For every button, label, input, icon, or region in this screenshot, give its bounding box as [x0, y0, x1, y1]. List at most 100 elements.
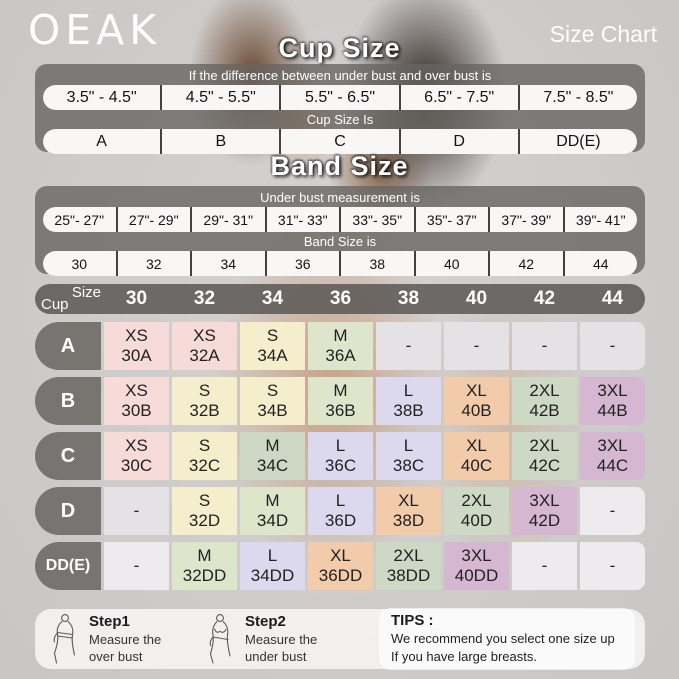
size-cell: -	[104, 542, 169, 590]
band-number: 38	[341, 251, 414, 276]
size-cell: XS 30A	[104, 322, 169, 370]
cup-letter-row: A B C D DD(E)	[43, 129, 637, 154]
size-cell: M 36B	[308, 377, 373, 425]
corner-cup-label: Cup	[41, 296, 69, 313]
code-label: 34DD	[250, 566, 295, 585]
size-cell: -	[376, 322, 441, 370]
step2-line2: under bust	[245, 648, 307, 664]
tips-block: TIPS : We recommend you select one size …	[379, 607, 635, 671]
size-cell: XS 32A	[172, 322, 237, 370]
size-cell: L 36D	[308, 487, 373, 535]
size-label: S	[198, 490, 211, 510]
size-label: -	[133, 555, 140, 575]
size-label: XS	[125, 325, 148, 345]
tips-line2: If you have large breasts.	[391, 648, 537, 664]
size-cell: L 34DD	[240, 542, 305, 590]
band-number: 34	[192, 251, 265, 276]
matrix-row-c: C XS 30C S 32C M 34C L 36C L 38C XL 40C 2XL 42C…	[35, 432, 645, 480]
step1-title: Step1	[89, 613, 130, 631]
size-label: S	[266, 380, 279, 400]
size-label: -	[609, 555, 616, 575]
size-cell: 3XL 42D	[512, 487, 577, 535]
matrix-column-header: 42	[533, 288, 556, 309]
band-number: 42	[490, 251, 563, 276]
code-label: 30C	[120, 456, 153, 475]
size-cell: S 32B	[172, 377, 237, 425]
measure-under-bust-icon	[201, 613, 237, 665]
code-label: 36D	[324, 511, 357, 530]
matrix-row-b: B XS 30B S 32B S 34B M 36B L 38B XL 40B 2XL 42B…	[35, 377, 645, 425]
size-cell: XL 40C	[444, 432, 509, 480]
cup-range: 7.5" - 8.5"	[519, 85, 637, 110]
size-label: XL	[466, 435, 487, 455]
band-range: 35"- 37"	[415, 207, 488, 232]
code-label: 44B	[597, 401, 628, 420]
size-cell: -	[580, 542, 645, 590]
step1-line2: over bust	[89, 648, 143, 664]
matrix-column-header: 40	[465, 288, 488, 309]
size-label: L	[403, 380, 414, 400]
size-cell: L 38C	[376, 432, 441, 480]
row-label: D	[35, 487, 101, 535]
cup-range: 6.5" - 7.5"	[400, 85, 518, 110]
band-range: 39"- 41"	[564, 207, 637, 232]
code-label: 38C	[392, 456, 425, 475]
matrix-column-header: 34	[261, 288, 284, 309]
matrix-column-header: 38	[397, 288, 420, 309]
size-cell: 2XL 42C	[512, 432, 577, 480]
size-cell: S 32D	[172, 487, 237, 535]
size-cell: M 32DD	[172, 542, 237, 590]
cup-size-title: Cup Size	[278, 33, 401, 63]
tips-line1: We recommend you select one size up	[391, 630, 615, 646]
size-cell: XL 38D	[376, 487, 441, 535]
code-label: 38DD	[386, 566, 431, 585]
code-label: 34C	[256, 456, 289, 475]
size-cell: L 38B	[376, 377, 441, 425]
size-cell: S 34B	[240, 377, 305, 425]
cup-letter: B	[162, 129, 280, 154]
size-label: XS	[193, 325, 216, 345]
code-label: 40C	[460, 456, 493, 475]
size-cell: M 34D	[240, 487, 305, 535]
cup-instruction: If the difference between under bust and…	[188, 68, 492, 83]
size-label: 3XL	[461, 545, 492, 565]
size-cell: XS 30C	[104, 432, 169, 480]
size-label: -	[405, 335, 412, 355]
size-cell: 3XL 40DD	[444, 542, 509, 590]
code-label: 36A	[325, 346, 356, 365]
code-label: 36DD	[318, 566, 363, 585]
band-number: 32	[117, 251, 190, 276]
code-label: 30A	[121, 346, 152, 365]
code-label: 30B	[121, 401, 152, 420]
size-label: 3XL	[597, 435, 628, 455]
code-label: 34A	[257, 346, 288, 365]
page-title: Size Chart	[549, 21, 657, 47]
size-cell: XL 40B	[444, 377, 509, 425]
size-cell: 3XL 44B	[580, 377, 645, 425]
matrix-column-header: 30	[125, 288, 148, 309]
size-label: M	[197, 545, 212, 565]
matrix-column-header: 44	[601, 288, 624, 309]
size-label: L	[335, 490, 346, 510]
code-label: 34B	[257, 401, 288, 420]
size-label: XL	[398, 490, 419, 510]
cup-letter: A	[43, 129, 161, 154]
row-label: A	[35, 322, 101, 370]
code-label: 38B	[393, 401, 424, 420]
band-size-title: Band Size	[270, 151, 409, 181]
size-label: M	[333, 325, 348, 345]
band-instruction: Under bust measurement is	[260, 190, 420, 205]
size-cell: 2XL 38DD	[376, 542, 441, 590]
row-label: DD(E)	[35, 542, 101, 590]
matrix-header: Size Cup 30 32 34 36 38 40 42 44	[35, 284, 645, 314]
size-label: -	[473, 335, 480, 355]
code-label: 32C	[188, 456, 221, 475]
band-range-row: 25"- 27" 27"- 29" 29"- 31" 31"- 33" 33"-…	[43, 207, 637, 232]
step1-block: Step1 Measure the over bust	[89, 613, 193, 665]
step2-title: Step2	[245, 613, 286, 631]
band-number: 30	[43, 251, 116, 276]
size-label: XL	[466, 380, 487, 400]
code-label: 38D	[392, 511, 425, 530]
band-number: 36	[266, 251, 339, 276]
band-range: 25"- 27"	[43, 207, 116, 232]
